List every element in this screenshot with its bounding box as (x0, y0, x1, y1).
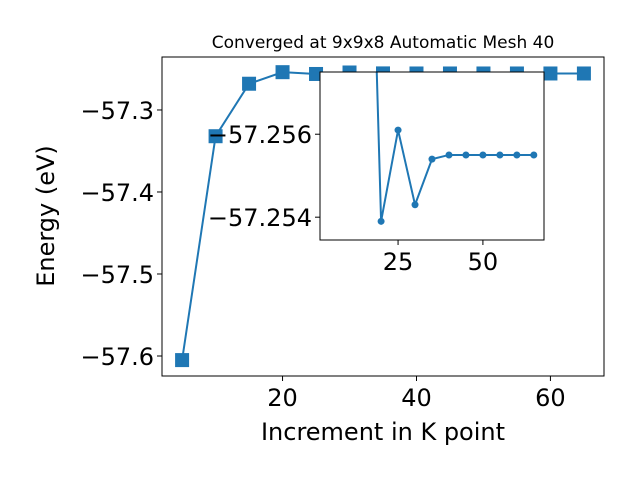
data-point (275, 65, 290, 80)
data-point (208, 129, 223, 144)
data-point (242, 76, 257, 91)
data-point (479, 151, 487, 159)
data-point (576, 66, 591, 81)
y-tick-label: −57.3 (80, 97, 154, 125)
x-tick-label: 20 (267, 384, 298, 412)
data-point (394, 126, 402, 134)
data-point (428, 155, 436, 163)
data-point (411, 201, 419, 209)
data-point (445, 151, 453, 159)
data-point (175, 353, 190, 368)
x-tick-label: 50 (468, 248, 499, 276)
data-point (377, 217, 385, 225)
y-tick-label: −57.254 (208, 204, 312, 232)
x-tick-label: 40 (401, 384, 432, 412)
data-point (513, 151, 521, 159)
x-tick-label: 60 (535, 384, 566, 412)
x-axis-label: Increment in K point (261, 418, 505, 446)
x-tick-label: 25 (383, 248, 414, 276)
data-point (530, 151, 538, 159)
plot-frame (319, 71, 545, 241)
chart-title: Converged at 9x9x8 Automatic Mesh 40 (212, 33, 555, 53)
y-tick-label: −57.5 (80, 261, 154, 289)
plot-area (375, 72, 538, 225)
y-axis-label: Energy (eV) (32, 145, 60, 287)
y-tick-label: −57.256 (208, 121, 312, 149)
data-point (496, 151, 504, 159)
y-tick-label: −57.6 (80, 343, 154, 371)
y-tick-label: −57.4 (80, 179, 154, 207)
data-point (462, 151, 470, 159)
plot-frame (161, 56, 605, 377)
data-point (543, 66, 558, 81)
